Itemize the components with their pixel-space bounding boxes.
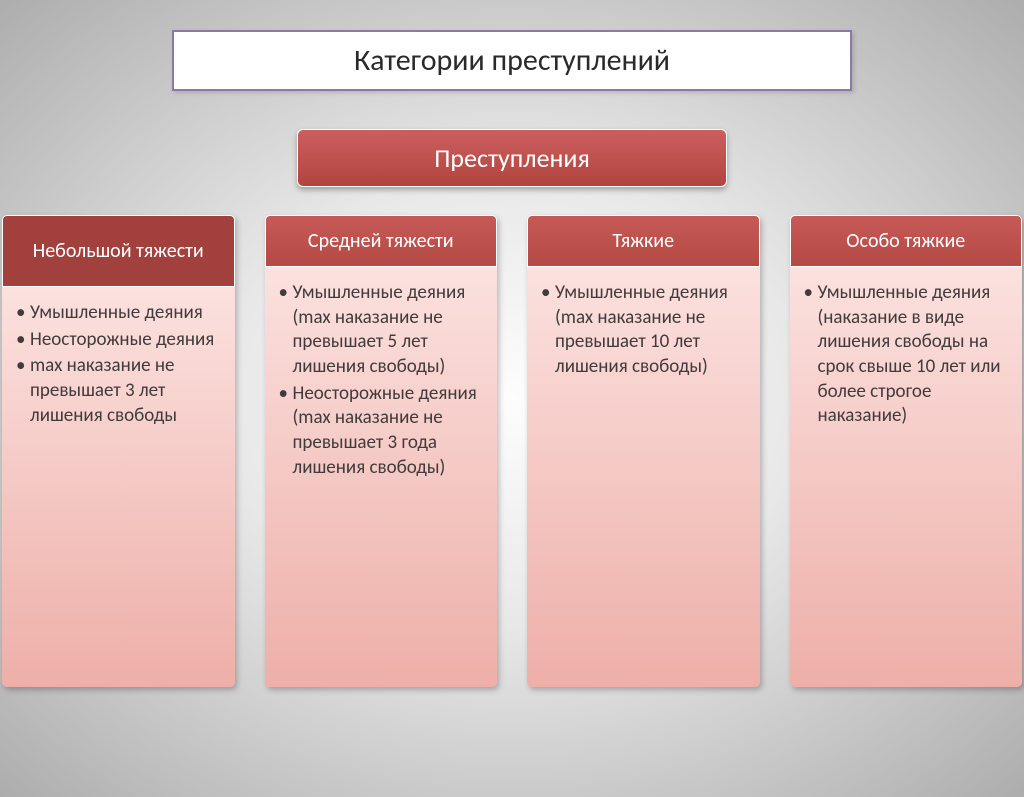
title-text: Категории преступлений bbox=[194, 42, 830, 79]
main-header: Преступления bbox=[297, 129, 727, 187]
title-box: Категории преступлений bbox=[172, 30, 852, 91]
list-item: max наказание не превышает 3 лет лишения… bbox=[16, 354, 225, 428]
column-body-heavy: Умышленные деяния (max наказание не прев… bbox=[527, 267, 760, 687]
column-body-minor: Умышленные деяния Неосторожные деяния ma… bbox=[2, 287, 235, 687]
column-heavy: Тяжкие Умышленные деяния (max наказание … bbox=[527, 215, 760, 687]
column-header-label: Небольшой тяжести bbox=[33, 239, 204, 263]
list-item: Умышленные деяния (наказание в виде лише… bbox=[804, 281, 1013, 429]
column-medium: Средней тяжести Умышленные деяния (max н… bbox=[265, 215, 498, 687]
column-header-label: Тяжкие bbox=[612, 229, 674, 253]
column-header-medium: Средней тяжести bbox=[265, 215, 498, 267]
column-header-label: Средней тяжести bbox=[308, 229, 454, 253]
column-body-medium: Умышленные деяния (max наказание не прев… bbox=[265, 267, 498, 687]
list-item: Умышленные деяния (max наказание не прев… bbox=[279, 281, 488, 380]
column-header-heavy: Тяжкие bbox=[527, 215, 760, 267]
column-header-extra-heavy: Особо тяжкие bbox=[790, 215, 1023, 267]
list-item: Умышленные деяния bbox=[16, 301, 225, 326]
column-extra-heavy: Особо тяжкие Умышленные деяния (наказани… bbox=[790, 215, 1023, 687]
column-header-minor: Небольшой тяжести bbox=[2, 215, 235, 287]
column-minor: Небольшой тяжести Умышленные деяния Неос… bbox=[2, 215, 235, 687]
list-item: Неосторожные деяния bbox=[16, 328, 225, 353]
list-item: Умышленные деяния (max наказание не прев… bbox=[541, 281, 750, 380]
column-body-extra-heavy: Умышленные деяния (наказание в виде лише… bbox=[790, 267, 1023, 687]
columns-container: Небольшой тяжести Умышленные деяния Неос… bbox=[0, 215, 1024, 687]
main-header-text: Преступления bbox=[308, 142, 716, 174]
column-header-label: Особо тяжкие bbox=[846, 229, 965, 253]
list-item: Неосторожные деяния (max наказание не пр… bbox=[279, 382, 488, 481]
